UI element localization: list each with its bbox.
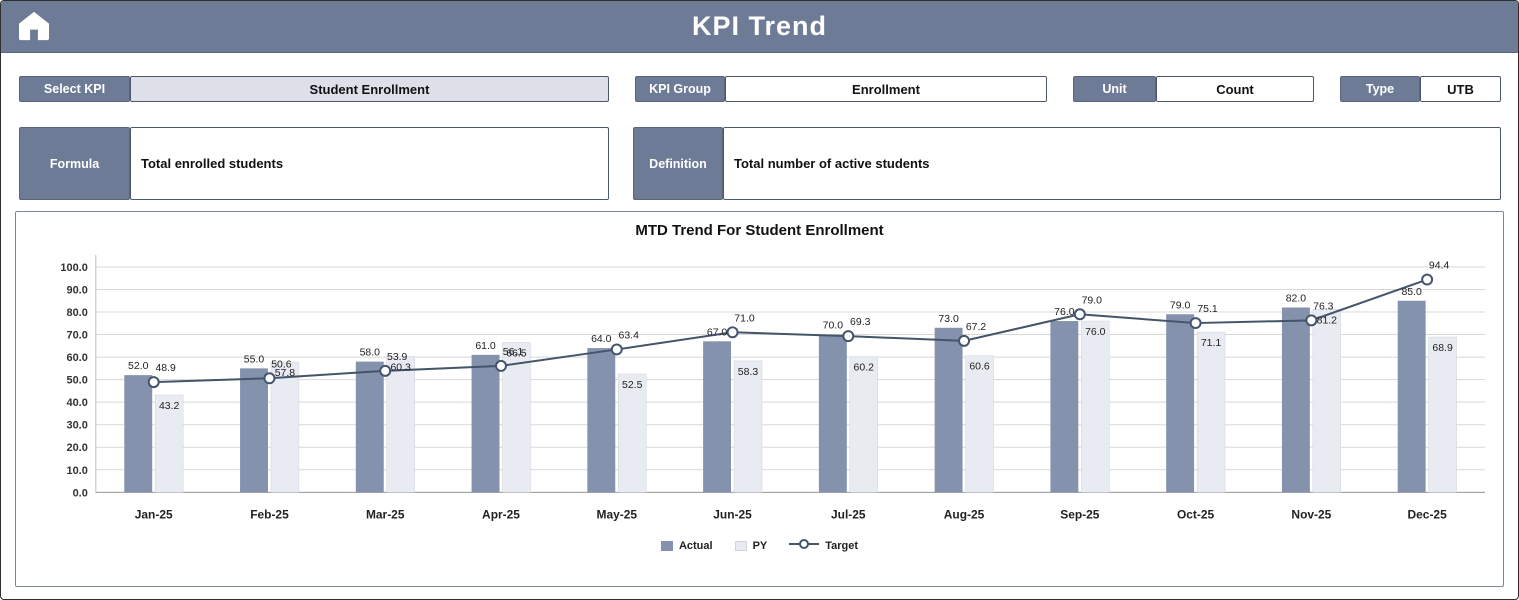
svg-text:90.0: 90.0 [67,284,88,296]
svg-text:66.5: 66.5 [506,348,527,359]
description-fields-row: Formula Total enrolled students Definiti… [1,127,1518,200]
svg-text:Oct-25: Oct-25 [1177,507,1215,521]
legend-swatch-actual [660,540,673,551]
select-kpi-dropdown[interactable]: Student Enrollment [130,76,609,102]
svg-text:60.3: 60.3 [390,362,411,373]
home-icon [16,8,52,49]
unit-value: Count [1156,76,1314,102]
legend-label-actual: Actual [678,539,713,552]
svg-text:61.0: 61.0 [475,341,496,352]
svg-text:76.0: 76.0 [1054,307,1075,318]
svg-text:76.0: 76.0 [1085,327,1106,338]
svg-text:79.0: 79.0 [1082,295,1103,306]
svg-text:60.2: 60.2 [854,363,875,374]
svg-text:50.6: 50.6 [271,359,292,370]
svg-text:63.4: 63.4 [619,330,640,341]
svg-text:57.8: 57.8 [275,368,296,379]
kpi-fields-row: Select KPI Student Enrollment KPI Group … [1,76,1518,102]
svg-text:76.3: 76.3 [1313,301,1334,312]
svg-text:48.9: 48.9 [155,363,176,374]
svg-text:58.3: 58.3 [738,367,759,378]
svg-text:Apr-25: Apr-25 [482,507,520,521]
legend-py: PY [734,539,768,552]
svg-text:68.9: 68.9 [1432,343,1453,354]
svg-text:56.1: 56.1 [503,347,524,358]
svg-text:Mar-25: Mar-25 [366,507,405,521]
svg-text:50.0: 50.0 [67,375,88,387]
svg-text:Nov-25: Nov-25 [1291,507,1331,521]
svg-text:81.2: 81.2 [1317,315,1338,326]
svg-text:58.0: 58.0 [360,348,381,359]
svg-text:94.4: 94.4 [1429,261,1450,272]
svg-text:Jun-25: Jun-25 [713,507,752,521]
svg-text:40.0: 40.0 [67,397,88,409]
definition-label: Definition [633,127,723,200]
formula-field: Formula Total enrolled students [19,127,609,200]
svg-text:52.0: 52.0 [128,361,149,372]
unit-label: Unit [1073,76,1156,102]
definition-field: Definition Total number of active studen… [633,127,1501,200]
legend-swatch-target-icon [789,538,820,553]
svg-text:Feb-25: Feb-25 [250,507,289,521]
svg-text:Sep-25: Sep-25 [1060,507,1100,521]
svg-text:60.6: 60.6 [969,362,990,373]
svg-text:10.0: 10.0 [67,465,88,477]
svg-text:71.0: 71.0 [734,313,755,324]
svg-text:Aug-25: Aug-25 [944,507,985,521]
svg-text:67.2: 67.2 [966,322,987,333]
formula-label: Formula [19,127,130,200]
svg-text:80.0: 80.0 [67,307,88,319]
legend-label-target: Target [825,539,859,552]
svg-text:69.3: 69.3 [850,317,871,328]
svg-text:Dec-25: Dec-25 [1408,507,1448,521]
kpi-group-label: KPI Group [635,76,725,102]
svg-text:64.0: 64.0 [591,334,612,345]
svg-text:70.0: 70.0 [823,321,844,332]
type-label: Type [1340,76,1420,102]
svg-text:30.0: 30.0 [67,420,88,432]
svg-text:79.0: 79.0 [1170,300,1191,311]
select-kpi-label: Select KPI [19,76,130,102]
svg-text:Jul-25: Jul-25 [831,507,866,521]
svg-text:53.9: 53.9 [387,352,408,363]
svg-text:20.0: 20.0 [67,442,88,454]
unit-field: Unit Count [1073,76,1314,102]
formula-value: Total enrolled students [130,127,609,200]
kpi-group-field: KPI Group Enrollment [635,76,1047,102]
svg-text:May-25: May-25 [596,507,637,521]
svg-text:55.0: 55.0 [244,354,265,365]
legend-swatch-py [734,540,747,551]
svg-text:73.0: 73.0 [938,314,959,325]
svg-text:75.1: 75.1 [1197,304,1218,315]
trend-chart: 0.0 10.0 20.0 30.0 40.0 50.0 60.0 70.0 80.0 90.0 1… [60,254,1486,521]
type-field: Type UTB [1340,76,1501,102]
svg-text:100.0: 100.0 [60,262,87,274]
kpi-group-value: Enrollment [725,76,1047,102]
chart-title: MTD Trend For Student Enrollment [635,222,884,239]
svg-text:52.5: 52.5 [622,380,643,391]
svg-text:71.1: 71.1 [1201,338,1222,349]
home-button[interactable] [15,9,53,47]
svg-text:82.0: 82.0 [1286,294,1307,305]
select-kpi-field: Select KPI Student Enrollment [19,76,609,102]
legend-target: Target [789,538,858,553]
chart-legend: Actual PY Target [24,538,1495,553]
svg-text:70.0: 70.0 [67,330,88,342]
definition-value: Total number of active students [723,127,1501,200]
svg-text:43.2: 43.2 [159,401,180,412]
svg-text:0.0: 0.0 [73,487,88,499]
page-title: KPI Trend [691,11,828,41]
type-value: UTB [1420,76,1501,102]
svg-text:Jan-25: Jan-25 [135,507,173,521]
app-header: KPI Trend [1,1,1518,53]
svg-text:67.0: 67.0 [707,327,728,338]
legend-actual: Actual [660,539,713,552]
legend-label-py: PY [752,539,768,552]
chart-panel: MTD Trend For Student Enrollment 0.0 10.0… [15,211,1504,587]
svg-text:60.0: 60.0 [67,352,88,364]
svg-text:85.0: 85.0 [1401,287,1422,298]
